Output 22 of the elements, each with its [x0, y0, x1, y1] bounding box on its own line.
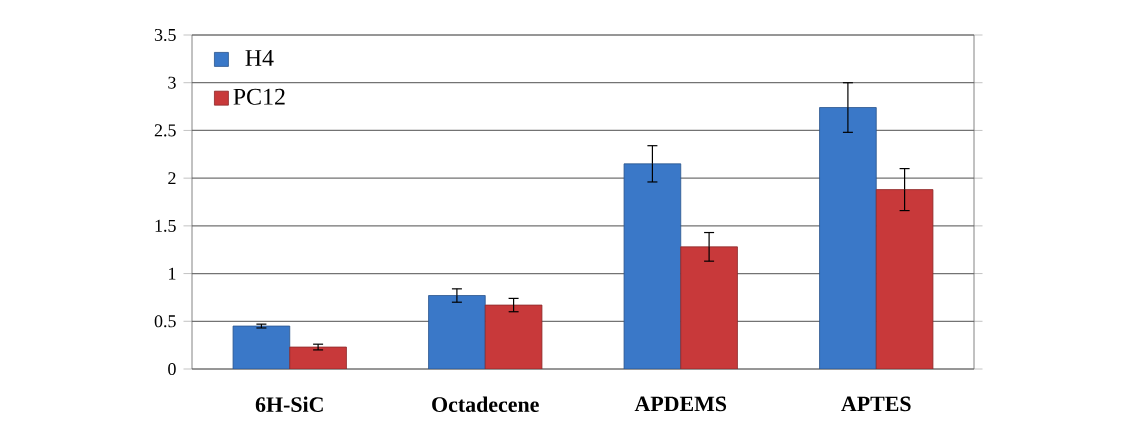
- bar: [232, 325, 291, 369]
- legend-label: H4: [245, 50, 274, 66]
- x-tick-label: APDEMS: [634, 396, 727, 412]
- y-tick-label: 3: [168, 76, 176, 89]
- x-tick-label: APTES: [841, 396, 911, 412]
- bar: [484, 304, 543, 369]
- y-tick-label: 0.5: [154, 315, 176, 328]
- legend-label: PC12: [233, 88, 285, 105]
- bar: [875, 189, 934, 369]
- bar: [289, 346, 347, 369]
- y-tick-label: 0: [168, 362, 176, 376]
- y-tick-label: 1: [169, 267, 176, 280]
- bar: [623, 163, 682, 369]
- bar: [428, 295, 486, 369]
- bar: [819, 107, 877, 369]
- y-tick-label: 2.5: [154, 124, 176, 137]
- y-tick-label: 1.5: [155, 219, 176, 232]
- x-tick-label: Octadecene: [432, 396, 539, 412]
- y-tick-label: 2: [168, 172, 176, 185]
- bar: [680, 246, 738, 369]
- y-tick-label: 3.5: [154, 28, 176, 42]
- x-tick-label: 6H-SiC: [255, 396, 323, 412]
